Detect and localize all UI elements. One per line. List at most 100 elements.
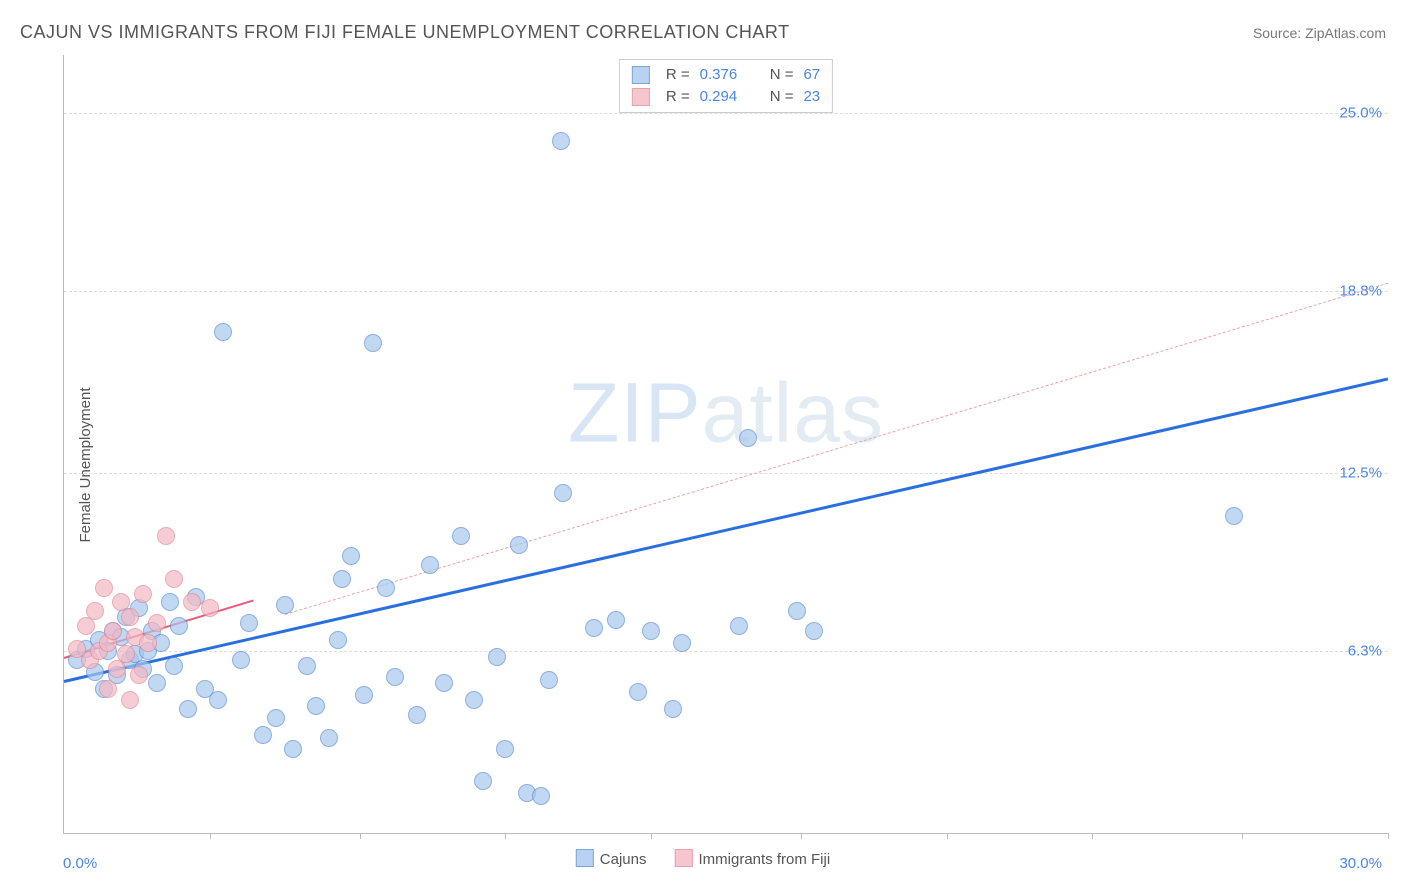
data-point [121, 691, 139, 709]
stats-legend: R = 0.376 N = 67R = 0.294 N = 23 [619, 59, 833, 113]
watermark: ZIPatlas [568, 364, 884, 461]
x-tick [1242, 833, 1243, 839]
x-tick [1388, 833, 1389, 839]
data-point [165, 570, 183, 588]
x-tick [360, 833, 361, 839]
data-point [355, 686, 373, 704]
data-point [201, 599, 219, 617]
x-tick [947, 833, 948, 839]
data-point [99, 680, 117, 698]
data-point [214, 323, 232, 341]
data-point [805, 622, 823, 640]
x-tick [1092, 833, 1093, 839]
data-point [739, 429, 757, 447]
stats-legend-row: R = 0.294 N = 23 [632, 86, 820, 108]
source-label: Source: [1253, 25, 1305, 41]
data-point [134, 585, 152, 603]
gridline [64, 291, 1388, 292]
data-point [585, 619, 603, 637]
data-point [165, 657, 183, 675]
data-point [788, 602, 806, 620]
legend-item: Immigrants from Fiji [675, 849, 831, 868]
legend-item: Cajuns [576, 849, 647, 868]
stat-label: R = [666, 86, 690, 108]
data-point [421, 556, 439, 574]
data-point [95, 579, 113, 597]
data-point [117, 645, 135, 663]
data-point [104, 622, 122, 640]
data-point [364, 334, 382, 352]
data-point [183, 593, 201, 611]
chart-title: CAJUN VS IMMIGRANTS FROM FIJI FEMALE UNE… [20, 22, 790, 43]
data-point [408, 706, 426, 724]
gridline [64, 473, 1388, 474]
data-point [488, 648, 506, 666]
x-axis-min-label: 0.0% [63, 855, 97, 872]
x-tick [210, 833, 211, 839]
stat-r-value: 0.376 [700, 64, 738, 86]
stats-legend-row: R = 0.376 N = 67 [632, 64, 820, 86]
watermark-thin: atlas [702, 365, 884, 459]
data-point [170, 617, 188, 635]
x-tick [651, 833, 652, 839]
y-tick-label: 6.3% [1348, 643, 1382, 660]
trend-line [64, 378, 1389, 683]
data-point [232, 651, 250, 669]
source-attribution: Source: ZipAtlas.com [1253, 25, 1386, 41]
data-point [342, 547, 360, 565]
legend-label: Cajuns [600, 851, 647, 868]
data-point [465, 691, 483, 709]
data-point [307, 697, 325, 715]
data-point [386, 668, 404, 686]
trend-line [285, 283, 1389, 615]
gridline [64, 651, 1388, 652]
data-point [532, 787, 550, 805]
data-point [209, 691, 227, 709]
data-point [179, 700, 197, 718]
data-point [552, 132, 570, 150]
plot-area: ZIPatlas R = 0.376 N = 67R = 0.294 N = 2… [63, 55, 1388, 834]
data-point [1225, 507, 1243, 525]
data-point [148, 674, 166, 692]
data-point [329, 631, 347, 649]
stat-label: N = [770, 64, 794, 86]
stat-n-value: 67 [803, 64, 820, 86]
legend-swatch [632, 66, 650, 84]
chart-container: Female Unemployment ZIPatlas R = 0.376 N… [18, 55, 1388, 874]
data-point [629, 683, 647, 701]
x-tick [801, 833, 802, 839]
data-point [161, 593, 179, 611]
data-point [474, 772, 492, 790]
data-point [254, 726, 272, 744]
y-tick-label: 12.5% [1339, 464, 1382, 481]
data-point [284, 740, 302, 758]
data-point [267, 709, 285, 727]
data-point [664, 700, 682, 718]
data-point [333, 570, 351, 588]
data-point [298, 657, 316, 675]
legend-label: Immigrants from Fiji [699, 851, 831, 868]
data-point [86, 602, 104, 620]
watermark-bold: ZIP [568, 365, 702, 459]
stat-r-value: 0.294 [700, 86, 738, 108]
data-point [130, 666, 148, 684]
series-legend: Cajuns Immigrants from Fiji [576, 849, 830, 868]
source-link[interactable]: ZipAtlas.com [1305, 25, 1386, 41]
data-point [554, 484, 572, 502]
data-point [642, 622, 660, 640]
x-axis-max-label: 30.0% [1339, 855, 1382, 872]
data-point [377, 579, 395, 597]
stat-label: N = [770, 86, 794, 108]
data-point [148, 614, 166, 632]
x-tick [505, 833, 506, 839]
data-point [673, 634, 691, 652]
data-point [139, 634, 157, 652]
data-point [240, 614, 258, 632]
legend-swatch [576, 849, 594, 867]
data-point [496, 740, 514, 758]
data-point [157, 527, 175, 545]
data-point [121, 608, 139, 626]
data-point [452, 527, 470, 545]
gridline [64, 113, 1388, 114]
legend-swatch [675, 849, 693, 867]
